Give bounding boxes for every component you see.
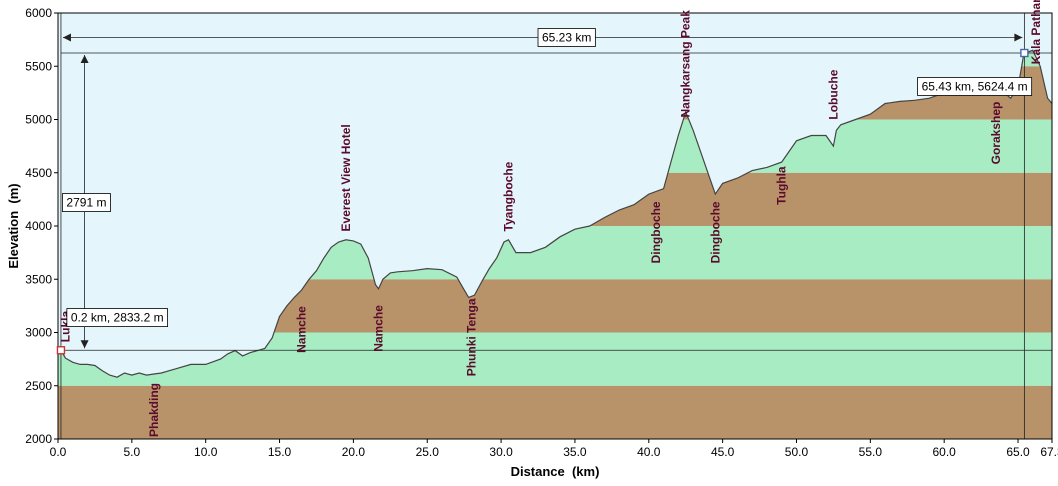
- x-tick-label: 67.3: [1040, 445, 1058, 459]
- y-tick-label: 6000: [25, 6, 52, 20]
- waypoint-label: Dingboche: [708, 201, 722, 263]
- annotation-box: 0.2 km, 2833.2 m: [66, 308, 168, 327]
- tick-labels: 0.0 5.0 10.0 15.0 20.0 25.0 30.0 35.0 40.0 45.0 50…: [25, 6, 1058, 459]
- waypoint-label: Nangkarsang Peak: [679, 10, 693, 118]
- x-tick-label: 40.0: [637, 445, 661, 459]
- annotation-text: 65.23 km: [542, 30, 591, 44]
- annotation-box: 65.43 km, 5624.4 m: [917, 77, 1033, 96]
- annotation-frame: [62, 193, 111, 212]
- waypoint-label: Phunki Tenga: [465, 298, 479, 376]
- x-tick-label: 50.0: [785, 445, 809, 459]
- y-tick-label: 5500: [25, 59, 52, 73]
- profile-group: [57, 49, 1053, 378]
- annotation-box: 65.23 km: [537, 28, 596, 47]
- y-tick-label: 3500: [25, 272, 52, 286]
- x-tick-label: 0.0: [50, 445, 67, 459]
- point-marker: [1020, 48, 1029, 58]
- waypoint-label: Kala Pathar: [1029, 0, 1043, 64]
- waypoint-label: Everest View Hotel: [339, 124, 353, 231]
- x-tick-label: 45.0: [711, 445, 735, 459]
- x-tick-label: 5.0: [124, 445, 141, 459]
- x-tick-label: 60.0: [933, 445, 957, 459]
- waypoint-label: Tyangboche: [501, 161, 515, 231]
- annotation-frame: [537, 28, 596, 47]
- elevation-arrow-head-bottom: [80, 340, 89, 349]
- y-tick-label: 4500: [25, 166, 52, 180]
- x-tick-label: 55.0: [859, 445, 883, 459]
- y-tick-label: 5000: [25, 113, 52, 127]
- waypoint-label: Tughla: [775, 166, 789, 205]
- annotations: 65.23 km 2791 m 0.2 km, 2833.2 m 65.43 km, …: [62, 28, 1033, 327]
- waypoint-label: Lobuche: [826, 69, 840, 119]
- waypoint-label: Phakding: [147, 383, 161, 437]
- distance-arrow-head-right: [1014, 33, 1023, 42]
- annotation-text: 65.43 km, 5624.4 m: [922, 79, 1028, 93]
- y-tick-label: 3000: [25, 326, 52, 340]
- annotation-frame: [66, 308, 168, 327]
- distance-arrow-head-left: [62, 33, 71, 42]
- annotation-frame: [917, 77, 1033, 96]
- x-tick-label: 15.0: [268, 445, 292, 459]
- annotation-text: 0.2 km, 2833.2 m: [71, 311, 164, 325]
- x-tick-label: 25.0: [416, 445, 440, 459]
- x-tick-label: 10.0: [194, 445, 218, 459]
- y-tick-label: 2500: [25, 379, 52, 393]
- y-tick-label: 4000: [25, 219, 52, 233]
- x-tick-label: 30.0: [489, 445, 513, 459]
- elevation-arrow-head-top: [80, 55, 89, 64]
- markers: [56, 48, 1029, 355]
- x-tick-label: 65.0: [1006, 445, 1030, 459]
- y-axis-title: Elevation (m): [6, 183, 21, 268]
- y-tick-label: 2000: [25, 432, 52, 446]
- x-tick-label: 20.0: [342, 445, 366, 459]
- profile-line: [57, 49, 1053, 378]
- point-marker: [56, 346, 66, 355]
- x-tick-label: 35.0: [563, 445, 587, 459]
- waypoint-label: Dingboche: [649, 201, 663, 263]
- annotation-text: 2791 m: [66, 196, 106, 210]
- waypoint-label: Namche: [295, 306, 309, 353]
- waypoint-label: Namche: [372, 305, 386, 352]
- x-axis-title: Distance (km): [511, 464, 600, 479]
- elevation-band: [58, 385, 1052, 439]
- annotation-box: 2791 m: [62, 193, 111, 212]
- waypoint-label: Gorakshep: [989, 102, 1003, 165]
